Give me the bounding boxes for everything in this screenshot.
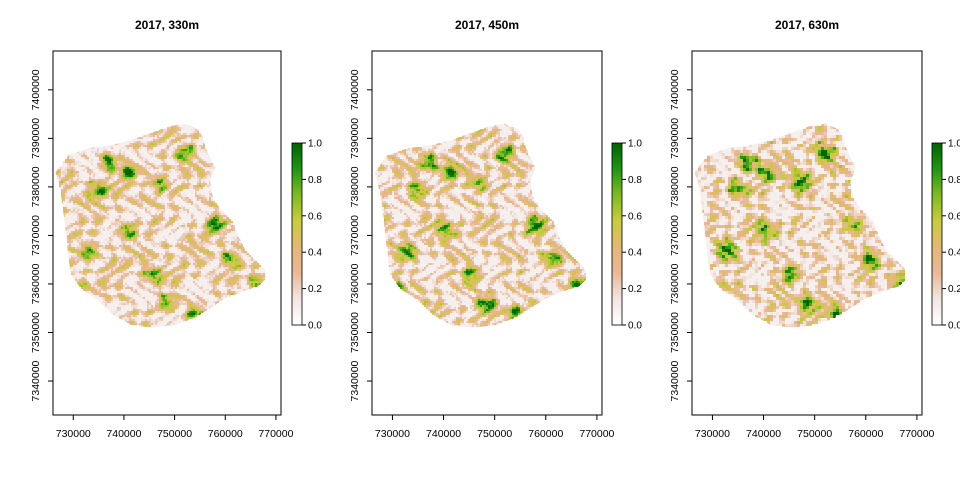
map-panel-1: 2017, 330m 730000 740000 750000 760000 770000… bbox=[30, 18, 294, 440]
y-tick-label: 7340000 bbox=[30, 360, 42, 401]
y-tick-label: 7400000 bbox=[669, 69, 681, 110]
y-tick-label: 7400000 bbox=[349, 69, 361, 110]
y-tick-label: 7360000 bbox=[349, 263, 361, 304]
x-tick-label: 760000 bbox=[528, 428, 563, 440]
probability-raster bbox=[374, 123, 587, 328]
colorbar-tick-label: 0.4 bbox=[308, 248, 322, 259]
y-tick-label: 7380000 bbox=[349, 166, 361, 207]
y-tick-label: 7350000 bbox=[30, 312, 42, 353]
y-tick-label: 7360000 bbox=[669, 263, 681, 304]
colorbar-tick-label: 0.0 bbox=[628, 321, 642, 332]
x-tick-label: 760000 bbox=[848, 428, 883, 440]
x-tick-label: 740000 bbox=[106, 428, 141, 440]
colorbar-gradient bbox=[931, 142, 943, 326]
x-tick-label: 770000 bbox=[258, 428, 293, 440]
plot-frame bbox=[371, 50, 603, 416]
y-tick-label: 7340000 bbox=[669, 360, 681, 401]
panel-title: 2017, 450m bbox=[455, 18, 519, 32]
legend-colorbar: 0.0 0.2 0.4 0.6 0.8 1.0 bbox=[291, 139, 322, 332]
x-tick-label: 730000 bbox=[695, 428, 730, 440]
colorbar-tick-label: 0.2 bbox=[308, 284, 322, 295]
colorbar-tick-label: 0.2 bbox=[628, 284, 642, 295]
panel-title: 2017, 330m bbox=[135, 18, 199, 32]
x-tick-label: 730000 bbox=[375, 428, 410, 440]
colorbar-tick-label: 0.8 bbox=[308, 175, 322, 186]
plot-frame bbox=[691, 50, 923, 416]
x-tick-label: 760000 bbox=[208, 428, 243, 440]
x-tick-label: 770000 bbox=[899, 428, 934, 440]
legend-colorbar: 0.0 0.2 0.4 0.6 0.8 1.0 bbox=[931, 139, 960, 332]
colorbar-tick-label: 0.6 bbox=[308, 211, 322, 222]
colorbar-tick-label: 0.4 bbox=[948, 248, 960, 259]
y-tick-label: 7350000 bbox=[349, 312, 361, 353]
panel-title: 2017, 630m bbox=[775, 18, 839, 32]
y-tick-label: 7370000 bbox=[669, 215, 681, 256]
x-tick-label: 750000 bbox=[157, 428, 192, 440]
y-tick-label: 7370000 bbox=[349, 215, 361, 256]
probability-raster bbox=[694, 123, 907, 328]
map-panel-3: 2017, 630m 730000 740000 750000 760000 770000… bbox=[669, 18, 935, 440]
colorbar-tick-label: 1.0 bbox=[948, 139, 960, 150]
legend-colorbar: 0.0 0.2 0.4 0.6 0.8 1.0 bbox=[611, 139, 642, 332]
x-tick-label: 740000 bbox=[746, 428, 781, 440]
colorbar-gradient bbox=[291, 142, 303, 326]
plot-frame bbox=[52, 50, 282, 416]
colorbar-gradient bbox=[611, 142, 623, 326]
y-tick-label: 7360000 bbox=[30, 263, 42, 304]
y-tick-label: 7390000 bbox=[669, 118, 681, 159]
y-tick-label: 7340000 bbox=[349, 360, 361, 401]
probability-raster bbox=[55, 123, 266, 328]
y-tick-label: 7350000 bbox=[669, 312, 681, 353]
x-tick-label: 740000 bbox=[426, 428, 461, 440]
map-panel-2: 2017, 450m 730000 740000 750000 760000 770000… bbox=[349, 18, 615, 440]
colorbar-tick-label: 0.8 bbox=[948, 175, 960, 186]
y-tick-label: 7380000 bbox=[30, 166, 42, 207]
y-tick-label: 7390000 bbox=[30, 118, 42, 159]
y-tick-label: 7390000 bbox=[349, 118, 361, 159]
y-tick-label: 7380000 bbox=[669, 166, 681, 207]
colorbar-tick-label: 1.0 bbox=[628, 139, 642, 150]
y-tick-label: 7370000 bbox=[30, 215, 42, 256]
x-tick-label: 730000 bbox=[56, 428, 91, 440]
colorbar-tick-label: 0.2 bbox=[948, 284, 960, 295]
colorbar-tick-label: 0.4 bbox=[628, 248, 642, 259]
colorbar-tick-label: 0.8 bbox=[628, 175, 642, 186]
colorbar-tick-label: 1.0 bbox=[308, 139, 322, 150]
x-tick-label: 770000 bbox=[579, 428, 614, 440]
y-tick-label: 7400000 bbox=[30, 69, 42, 110]
colorbar-tick-label: 0.6 bbox=[948, 211, 960, 222]
colorbar-tick-label: 0.6 bbox=[628, 211, 642, 222]
x-tick-label: 750000 bbox=[477, 428, 512, 440]
x-tick-label: 750000 bbox=[797, 428, 832, 440]
colorbar-tick-label: 0.0 bbox=[308, 321, 322, 332]
colorbar-tick-label: 0.0 bbox=[948, 321, 960, 332]
